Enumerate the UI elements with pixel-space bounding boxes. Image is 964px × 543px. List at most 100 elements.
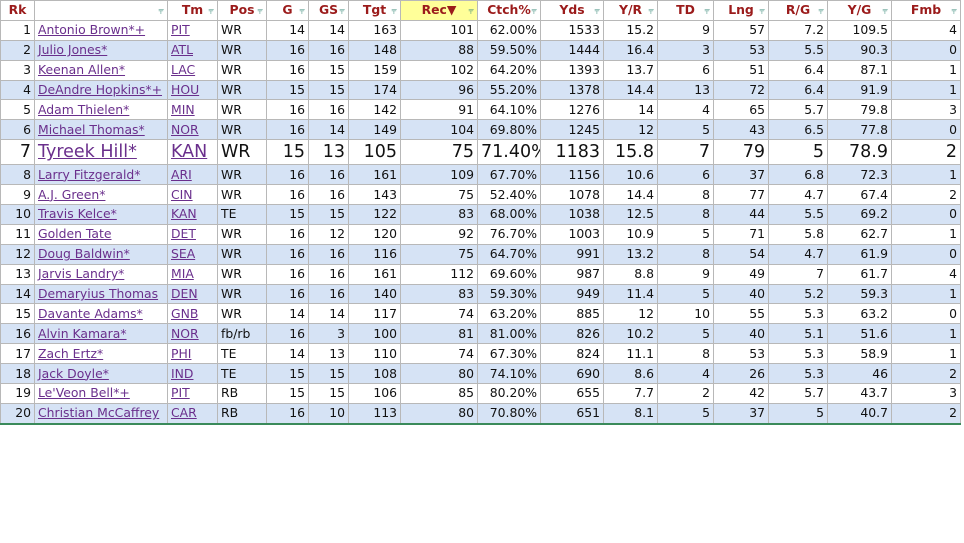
col-header-yg[interactable]: Y/G ⫧ [827, 0, 892, 21]
team-link[interactable]: KAN [171, 206, 197, 222]
player-link[interactable]: Larry Fitzgerald* [38, 166, 141, 182]
filter-icon[interactable]: ⫧ [257, 6, 263, 17]
team-cell: IND [167, 363, 218, 385]
player-link[interactable]: Jarvis Landry* [38, 266, 125, 282]
col-header-fmb[interactable]: Fmb ⫧ [891, 0, 961, 21]
team-link[interactable]: PIT [171, 22, 190, 38]
col-header-tm[interactable]: Tm ⫧ [167, 0, 218, 21]
yards-cell: 1393 [540, 59, 604, 81]
player-link[interactable]: Golden Tate [38, 226, 112, 242]
player-link[interactable]: Alvin Kamara* [38, 325, 127, 341]
yards-cell: 1276 [540, 99, 604, 121]
team-link[interactable]: ARI [171, 166, 192, 182]
player-link[interactable]: Julio Jones* [38, 42, 108, 58]
filter-icon[interactable]: ⫧ [339, 6, 345, 17]
col-header-gs[interactable]: GS ⫧ [308, 0, 349, 21]
team-link[interactable]: MIA [171, 266, 194, 282]
filter-icon[interactable]: ⫧ [704, 6, 710, 17]
long-cell: 55 [713, 303, 769, 325]
team-link[interactable]: DET [171, 226, 196, 242]
team-link[interactable]: PIT [171, 385, 190, 401]
player-link[interactable]: Jack Doyle* [38, 365, 109, 381]
player-link[interactable]: Le'Veon Bell*+ [38, 385, 130, 401]
col-header-rec[interactable]: Rec▼ ⫧ [400, 0, 478, 21]
player-link[interactable]: Keenan Allen* [38, 62, 126, 78]
catch-pct-cell: 59.30% [477, 283, 541, 305]
yards-per-game-cell: 78.9 [827, 139, 892, 166]
col-header-pos[interactable]: Pos ⫧ [217, 0, 267, 21]
rank-cell: 5 [0, 99, 35, 121]
team-link[interactable]: NOR [171, 121, 199, 137]
player-link[interactable]: Michael Thomas* [38, 121, 145, 137]
rank-cell: 17 [0, 343, 35, 365]
filter-icon[interactable]: ⫧ [759, 6, 765, 17]
starts-cell: 15 [308, 363, 349, 385]
team-link[interactable]: CAR [171, 405, 197, 421]
filter-icon[interactable]: ⫧ [531, 6, 537, 17]
team-link[interactable]: NOR [171, 325, 199, 341]
col-header-tgt[interactable]: Tgt ⫧ [348, 0, 401, 21]
td-cell: 8 [657, 204, 714, 225]
filter-icon[interactable]: ⫧ [818, 6, 824, 17]
player-link[interactable]: Antonio Brown*+ [38, 22, 146, 38]
col-header-player[interactable]: ⫧ [34, 0, 168, 21]
rank-cell: 6 [0, 119, 35, 141]
player-link[interactable]: A.J. Green* [38, 186, 106, 202]
team-link[interactable]: LAC [171, 62, 196, 78]
filter-icon[interactable]: ⫧ [951, 6, 957, 17]
player-link[interactable]: Adam Thielen* [38, 101, 130, 117]
team-link[interactable]: PHI [171, 345, 192, 361]
filter-icon[interactable]: ⫧ [158, 6, 164, 17]
team-link[interactable]: IND [171, 365, 194, 381]
player-link[interactable]: Zach Ertz* [38, 345, 104, 361]
team-link[interactable]: MIN [171, 101, 195, 117]
targets-cell: 105 [348, 139, 401, 166]
filter-icon[interactable]: ⫧ [594, 6, 600, 17]
col-header-ctch[interactable]: Ctch% ⫧ [477, 0, 541, 21]
player-link[interactable]: Demaryius Thomas [38, 286, 159, 302]
filter-icon[interactable]: ⫧ [208, 6, 214, 17]
fumbles-cell: 4 [891, 19, 961, 41]
catch-pct-cell: 59.50% [477, 39, 541, 61]
rec-per-game-cell: 7.2 [768, 19, 828, 41]
table-body: 1 Antonio Brown*+ PIT WR 14 14 163 101 62.00% 153… [0, 19, 961, 425]
receptions-cell: 112 [400, 263, 478, 285]
yards-cell: 1156 [540, 164, 604, 186]
yards-per-game-cell: 109.5 [827, 19, 892, 41]
rank-cell: 2 [0, 39, 35, 61]
col-header-rk[interactable]: Rk [0, 0, 35, 21]
player-link[interactable]: Doug Baldwin* [38, 246, 130, 262]
col-header-td[interactable]: TD ⫧ [657, 0, 714, 21]
team-link[interactable]: KAN [171, 142, 208, 163]
long-cell: 37 [713, 164, 769, 186]
rank-cell: 12 [0, 243, 35, 265]
col-header-rg[interactable]: R/G ⫧ [768, 0, 828, 21]
filter-icon[interactable]: ⫧ [648, 6, 654, 17]
player-link[interactable]: Christian McCaffrey [38, 405, 160, 421]
team-link[interactable]: DEN [171, 286, 198, 302]
filter-icon[interactable]: ⫧ [391, 6, 397, 17]
player-link[interactable]: DeAndre Hopkins*+ [38, 82, 163, 97]
team-link[interactable]: ATL [171, 42, 193, 58]
yards-cell: 1533 [540, 19, 604, 41]
yards-cell: 1038 [540, 204, 604, 225]
rec-per-game-cell: 5.3 [768, 343, 828, 365]
col-header-g[interactable]: G ⫧ [266, 0, 309, 21]
team-link[interactable]: SEA [171, 246, 196, 262]
targets-cell: 122 [348, 204, 401, 225]
pos-cell: WR [217, 39, 267, 61]
team-link[interactable]: HOU [171, 82, 200, 97]
player-link[interactable]: Travis Kelce* [38, 206, 117, 222]
col-header-yds[interactable]: Yds ⫧ [540, 0, 604, 21]
col-header-lng[interactable]: Lng ⫧ [713, 0, 769, 21]
player-link[interactable]: Tyreek Hill* [38, 142, 137, 163]
fumbles-cell: 0 [891, 303, 961, 325]
team-link[interactable]: CIN [171, 186, 193, 202]
filter-icon[interactable]: ⫧ [882, 6, 888, 17]
filter-icon[interactable]: ⫧ [468, 6, 474, 17]
player-link[interactable]: Davante Adams* [38, 305, 143, 321]
catch-pct-cell: 64.10% [477, 99, 541, 121]
team-link[interactable]: GNB [171, 305, 199, 321]
col-header-yr[interactable]: Y/R ⫧ [603, 0, 658, 21]
filter-icon[interactable]: ⫧ [299, 6, 305, 17]
